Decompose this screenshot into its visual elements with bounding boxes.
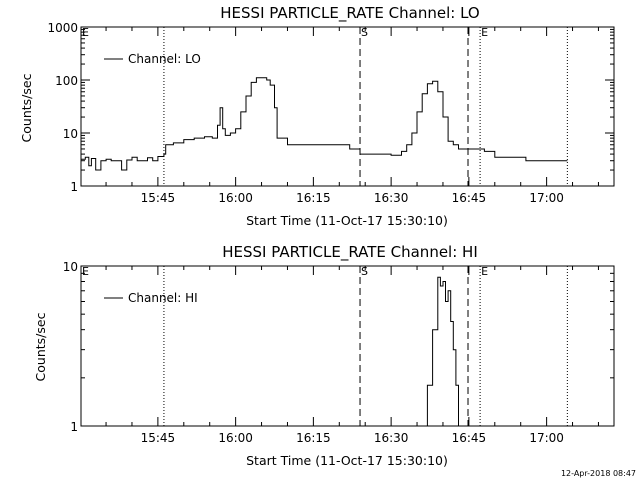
- chart-title: HESSI PARTICLE_RATE Channel: HI: [222, 243, 478, 262]
- x-tick-label: 16:30: [374, 191, 409, 205]
- legend-label: Channel: HI: [128, 291, 198, 305]
- x-tick-label: 15:45: [141, 191, 176, 205]
- series-group: [81, 77, 568, 171]
- marker-label: E: [481, 265, 488, 278]
- x-axis-label: Start Time (11-Oct-17 15:30:10): [246, 213, 448, 228]
- plot-frame: [80, 265, 615, 427]
- x-tick-label: 15:45: [141, 431, 176, 445]
- y-tick-label: 10: [63, 260, 78, 274]
- plot-frame: [80, 26, 615, 187]
- y-axis-label: Counts/sec: [19, 73, 34, 142]
- marker-label: S: [361, 26, 368, 39]
- x-axis: 15:45 16:00 16:15 16:30 16:45 17:00: [105, 266, 599, 445]
- y-tick-label: 10: [63, 127, 78, 141]
- x-tick-label: 17:00: [529, 191, 564, 205]
- y-axis-label: Counts/sec: [33, 312, 48, 381]
- x-tick-label: 16:00: [218, 191, 253, 205]
- legend: Channel: LO: [104, 52, 201, 66]
- series-group: [422, 276, 459, 427]
- y-tick-label: 1000: [47, 21, 78, 35]
- chart-title: HESSI PARTICLE_RATE Channel: LO: [220, 4, 479, 23]
- y-tick-label: 1: [70, 420, 78, 434]
- marker-label: E: [481, 26, 488, 39]
- legend-label: Channel: LO: [128, 52, 201, 66]
- marker-label: E: [82, 265, 89, 278]
- y-axis: 1 10 100 1000: [47, 21, 614, 194]
- x-axis: 15:45 16:00 16:15 16:30 16:45 17:00: [105, 27, 599, 205]
- legend: Channel: HI: [104, 291, 198, 305]
- marker-label: E: [82, 26, 89, 39]
- series-line: [81, 77, 568, 171]
- x-tick-label: 16:45: [452, 191, 487, 205]
- y-tick-label: 100: [55, 74, 78, 88]
- x-tick-label: 16:45: [452, 431, 487, 445]
- x-tick-label: 16:15: [296, 431, 331, 445]
- x-tick-label: 17:00: [529, 431, 564, 445]
- series-line: [422, 276, 459, 427]
- y-axis: 1 10: [63, 260, 614, 434]
- x-tick-label: 16:15: [296, 191, 331, 205]
- y-tick-label: 1: [70, 180, 78, 194]
- x-axis-label: Start Time (11-Oct-17 15:30:10): [246, 453, 448, 468]
- footer-timestamp: 12-Apr-2018 08:47: [561, 469, 636, 478]
- x-tick-label: 16:00: [218, 431, 253, 445]
- x-tick-label: 16:30: [374, 431, 409, 445]
- marker-label: S: [361, 265, 368, 278]
